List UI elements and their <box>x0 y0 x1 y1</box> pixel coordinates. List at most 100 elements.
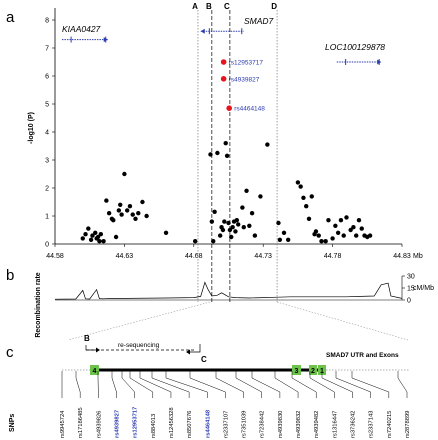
snp-point <box>241 225 246 230</box>
snp-point <box>212 209 217 214</box>
snp-label: rs2878899 <box>405 411 411 438</box>
snp-connector <box>321 371 353 398</box>
vline-label-c: C <box>224 2 230 11</box>
snp-connector <box>151 371 190 398</box>
significant-snp-point <box>220 59 227 65</box>
zoom-connector-right <box>276 301 409 341</box>
snp-point <box>97 239 102 244</box>
snp-point <box>83 232 88 237</box>
snp-point <box>163 230 169 235</box>
snp-point <box>249 211 255 216</box>
vline-label-b: B <box>206 2 212 11</box>
snp-point <box>333 223 338 228</box>
snp-label: rs12953717 <box>133 407 139 438</box>
snp-point <box>144 213 149 219</box>
snp-point <box>104 198 109 203</box>
reseq-start-arrow <box>85 345 96 351</box>
gene-label-loc100129878: LOC100129878 <box>325 42 385 52</box>
snp-point <box>330 236 335 241</box>
snp-point <box>208 152 213 157</box>
snp-point <box>240 205 245 210</box>
snp-annotation-label: rs4939827 <box>229 76 260 83</box>
snp-label: rs17186485 <box>78 407 84 438</box>
snp-point <box>124 208 130 213</box>
y-tick-label: 7 <box>45 46 49 53</box>
snp-point <box>227 227 233 233</box>
snp-point <box>230 225 235 230</box>
snp-point <box>295 180 301 185</box>
snp-point <box>192 239 198 244</box>
snp-map: B re-sequencing C SMAD7 UTR and Exons 4 … <box>9 334 411 438</box>
snp-label: rs7351039 <box>242 411 248 438</box>
snp-point <box>359 226 364 231</box>
snp-annotation-label: rs4464148 <box>234 106 265 113</box>
snp-connector <box>235 371 262 398</box>
snp-point <box>229 234 234 240</box>
reseq-arrow-start-label: B <box>84 334 90 343</box>
snp-connector <box>121 371 135 398</box>
recomb-tick-label: 15 <box>407 286 415 293</box>
snp-label: rs1316447 <box>332 411 338 438</box>
snp-point <box>285 237 291 242</box>
snp-point <box>353 233 359 238</box>
snp-connector <box>251 371 281 398</box>
y-tick-label: 5 <box>45 102 49 109</box>
vline-label-d: D <box>271 2 277 11</box>
snp-label: rs7238442 <box>260 411 266 438</box>
snp-point <box>304 204 309 209</box>
snp-point <box>341 233 346 238</box>
snp-point <box>130 212 135 217</box>
snp-point <box>344 215 349 220</box>
snp-connector <box>215 371 244 398</box>
snp-point <box>313 229 319 234</box>
snp-label: rs3736242 <box>351 411 357 438</box>
snp-point <box>116 208 122 213</box>
y-axis-label: -log10 (P) <box>28 112 35 144</box>
snp-point <box>140 199 145 205</box>
snp-connector <box>165 371 208 398</box>
snp-connector <box>129 371 154 398</box>
snp-point <box>224 153 230 158</box>
reseq-label: re-sequencing <box>118 342 160 349</box>
snp-point <box>122 171 127 177</box>
panel-letter-a: a <box>6 9 15 26</box>
snp-point <box>247 223 252 228</box>
snp-point <box>113 234 119 240</box>
snp-label: rs7240215 <box>387 411 393 438</box>
snp-point <box>80 236 85 241</box>
snp-point <box>86 226 91 231</box>
x-tick-label: 44.68 <box>185 253 203 260</box>
snp-label: rs2337107 <box>223 411 229 438</box>
x-tick-label: 44.58 <box>46 253 64 260</box>
snp-point <box>209 219 215 224</box>
exon-1 <box>318 365 326 375</box>
snp-point <box>93 230 98 235</box>
snp-annotation-label: rs12953717 <box>229 60 264 67</box>
snp-point <box>348 227 353 233</box>
snp-point <box>95 234 101 240</box>
snp-point <box>211 239 216 244</box>
snp-label: rs4939830 <box>278 411 284 438</box>
y-tick-label: 1 <box>45 214 49 221</box>
x-tick-label: 44.63 <box>116 253 134 260</box>
snp-point <box>223 141 228 146</box>
x-tick-label: 44.78 <box>324 253 342 260</box>
snp-point <box>90 233 95 238</box>
recomb-tick-label: 0 <box>407 298 411 305</box>
gene-direction-arrow <box>377 59 382 65</box>
snp-point <box>119 212 124 217</box>
exon-2 <box>309 365 317 375</box>
snp-point <box>306 216 312 221</box>
snp-label: rs4939826 <box>96 411 102 438</box>
exon-4 <box>90 365 99 375</box>
snp-connector <box>397 371 408 398</box>
snp-point <box>351 225 356 230</box>
snp-connector <box>291 371 317 398</box>
snp-point <box>258 194 263 199</box>
snp-point <box>367 233 373 238</box>
exon-3 <box>292 365 301 375</box>
snp-connector <box>111 371 117 398</box>
y-tick-label: 4 <box>45 130 49 137</box>
snp-connector <box>75 371 81 398</box>
gene-label-smad7: SMAD7 <box>244 16 274 26</box>
